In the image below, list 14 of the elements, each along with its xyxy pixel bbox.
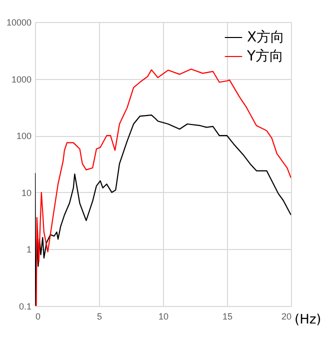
x-axis-title: (Hz) — [294, 312, 322, 328]
legend-label: X方向 — [247, 30, 285, 46]
x-tick-label: 0 — [36, 312, 41, 322]
x-tick-label: 10 — [158, 312, 169, 322]
x-tick-label: 15 — [222, 312, 233, 322]
y-tick-label: 10000 — [6, 18, 32, 28]
x-tick-label: 20 — [281, 312, 292, 322]
y-tick-label: 1 — [26, 244, 32, 255]
y-tick-label: 0.1 — [18, 302, 32, 312]
y-tick-label: 10 — [21, 188, 32, 198]
x-tick-label: 5 — [96, 312, 102, 322]
legend-label: Y方向 — [246, 48, 284, 64]
y-tick-label: 1000 — [11, 74, 32, 84]
y-tick-label: 100 — [16, 131, 32, 142]
